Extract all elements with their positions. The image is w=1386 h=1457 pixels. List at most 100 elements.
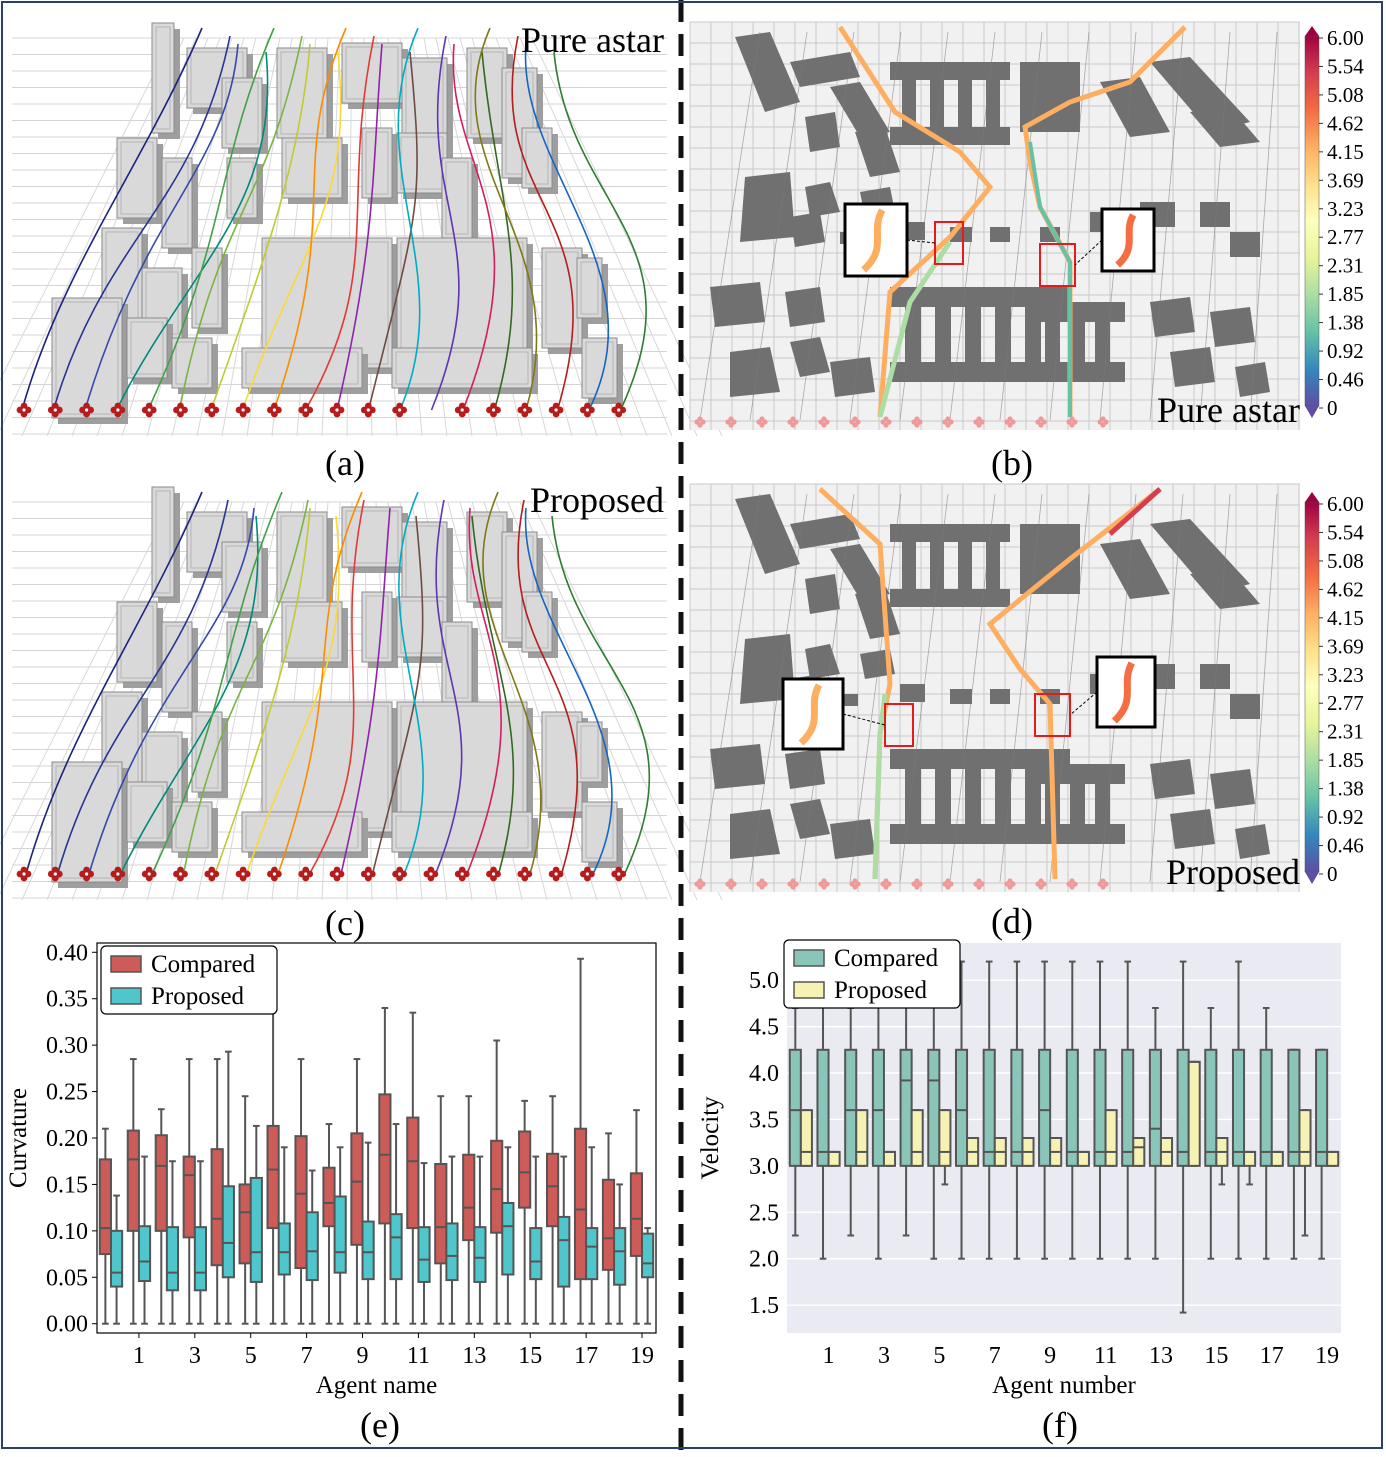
building-block	[116, 601, 158, 683]
obstacle	[935, 287, 951, 382]
agent-start-marker	[818, 416, 830, 428]
obstacle	[1150, 297, 1195, 337]
y-tick-label: 2.5	[749, 1200, 779, 1226]
agent-trajectory	[434, 499, 463, 875]
agent-start-marker	[110, 866, 126, 882]
agent-start-marker	[141, 402, 157, 418]
agent-start-marker	[298, 866, 314, 882]
zoom-inset-trajectory	[798, 683, 823, 746]
panel-d-top-view	[689, 483, 1300, 892]
agent-trajectory	[481, 51, 514, 411]
panel-e-curvature-boxplot: 0.000.050.100.150.200.250.300.350.401 3 5 7…	[5, 940, 657, 1399]
highlight-trajectory-2	[986, 487, 1162, 880]
agent-trajectory	[517, 499, 579, 875]
obstacle	[950, 689, 972, 704]
box-body	[927, 1048, 941, 1167]
highlight-trajectory-1	[837, 25, 994, 418]
building-block	[361, 127, 393, 199]
box-body	[641, 1232, 655, 1279]
building-texture	[165, 625, 189, 709]
agent-start-marker	[141, 866, 157, 882]
building-texture	[225, 81, 259, 145]
agent-trajectory	[474, 27, 538, 411]
colorbar-tick-label: 0	[1327, 396, 1338, 420]
colorbar-arrow-top	[1305, 26, 1319, 36]
y-tick-label: 3.5	[749, 1107, 779, 1133]
building-block	[171, 337, 213, 389]
legend-frame	[783, 939, 961, 1009]
colorbar-tick-label: 6.00	[1327, 492, 1364, 516]
agent-start-marker	[942, 878, 954, 890]
y-tick-label: 4.5	[749, 1015, 779, 1041]
y-tick-label: 0.35	[46, 987, 88, 1013]
agent-start-marker	[329, 866, 345, 882]
agent-trajectory	[308, 499, 365, 875]
panel-b-colorbar: 6.00 5.54 5.08 4.62 4.15 3.69 3.23 2.77 2.31 1.85…	[1304, 26, 1364, 420]
colorbar-tick-label: 1.38	[1327, 311, 1364, 335]
agent-start-marker	[267, 402, 282, 418]
legend: Compared Proposed	[783, 939, 961, 1009]
building-texture	[395, 815, 529, 849]
obstacle	[890, 524, 1010, 542]
agent-start-marker	[392, 402, 407, 418]
agent-start-marker	[849, 416, 861, 428]
building-texture	[155, 490, 171, 594]
obstacle	[785, 287, 825, 327]
agent-start-marker	[423, 866, 439, 882]
agent-trajectory	[524, 43, 610, 411]
obstacle	[785, 749, 825, 789]
y-tick-label: 0.30	[46, 1033, 88, 1059]
agent-trajectory	[273, 27, 347, 411]
colorbar-tick-label: 3.69	[1327, 168, 1364, 192]
panel-e-caption: (e)	[360, 1405, 400, 1445]
colorbar-tick-label: 2.77	[1327, 691, 1364, 715]
box-body	[529, 1227, 543, 1281]
building-texture	[175, 341, 209, 385]
panel-d-caption: (d)	[991, 901, 1033, 941]
box-body	[788, 1048, 802, 1167]
obstacle	[1190, 569, 1260, 609]
building-block	[581, 337, 618, 399]
obstacle	[930, 524, 944, 604]
building-texture	[580, 725, 599, 779]
panel-a-3d-scene	[0, 22, 723, 437]
building-block	[51, 297, 123, 419]
box-body	[1204, 1048, 1218, 1167]
box-body	[350, 1132, 364, 1246]
building-block	[161, 157, 193, 249]
obstacle	[1170, 809, 1215, 849]
box-body	[844, 1048, 858, 1167]
y-tick-label: 0.40	[46, 940, 88, 966]
obstacle	[740, 634, 795, 704]
building-block	[281, 137, 343, 199]
agent-start-marker	[942, 416, 954, 428]
box-body	[137, 1225, 152, 1282]
floor-grid-line	[0, 37, 173, 382]
agent-trajectory	[511, 35, 574, 411]
y-tick-label: 3.0	[749, 1154, 779, 1180]
box-body	[938, 1109, 952, 1167]
box-body	[221, 1185, 235, 1279]
agent-start-marker	[611, 402, 627, 418]
obstacle	[790, 212, 825, 247]
agent-start-marker	[849, 878, 861, 890]
agent-start-marker	[973, 878, 985, 890]
obstacle	[830, 819, 875, 859]
y-tick-label: 0.10	[46, 1219, 88, 1245]
box-body	[1315, 1048, 1329, 1167]
x-tick-label: 1	[823, 1343, 835, 1369]
agent-start-marker	[298, 402, 314, 418]
obstacle	[890, 589, 1010, 607]
colorbar-tick-label: 5.54	[1327, 54, 1364, 78]
background-trajectory	[899, 31, 949, 421]
obstacle	[805, 182, 840, 217]
box-body	[982, 1048, 996, 1167]
obstacle	[965, 287, 981, 382]
panel-a-label: Pure astar	[521, 20, 664, 60]
box-body	[799, 1109, 813, 1167]
obstacle	[1210, 307, 1255, 347]
building-texture	[525, 131, 549, 185]
agent-start-marker	[911, 416, 923, 428]
agent-trajectory	[178, 35, 303, 411]
building-texture	[280, 515, 324, 599]
